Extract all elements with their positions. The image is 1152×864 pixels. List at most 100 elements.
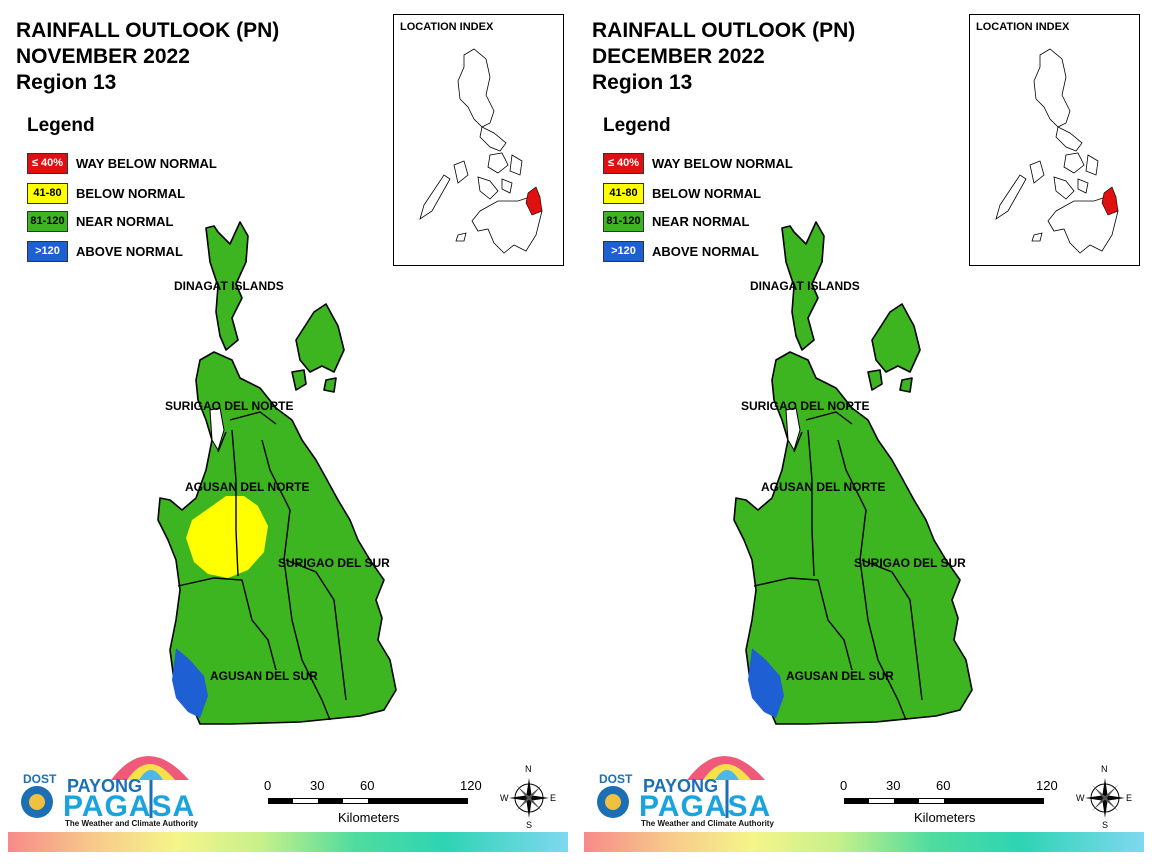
legend-item-near: 81-120 NEAR NORMAL bbox=[603, 210, 750, 232]
logo-payong: PAYONG bbox=[67, 776, 143, 796]
location-index-title: LOCATION INDEX bbox=[400, 21, 494, 33]
outlook-panel-november: RAINFALL OUTLOOK (PN) NOVEMBER 2022 Regi… bbox=[8, 14, 568, 852]
siargao-shape bbox=[871, 303, 921, 373]
compass-s: S bbox=[526, 820, 533, 830]
logo-dost: DOST bbox=[23, 772, 57, 786]
umbrella-icon bbox=[597, 756, 765, 818]
compass-rose: N S E W bbox=[500, 764, 558, 830]
logo-dost: DOST bbox=[599, 772, 633, 786]
legend-item-above: >120 ABOVE NORMAL bbox=[603, 240, 759, 262]
scale-tick: 0 bbox=[264, 778, 272, 793]
compass-icon bbox=[1085, 778, 1125, 818]
logo-pagasa: PAGASA bbox=[639, 790, 772, 823]
color-strip bbox=[8, 832, 568, 852]
scale-bar-graphic bbox=[844, 798, 1044, 804]
scale-tick: 120 bbox=[460, 778, 482, 793]
philippines-outline-map bbox=[419, 48, 543, 254]
legend-swatch: 81-120 bbox=[603, 210, 644, 232]
legend-title: Legend bbox=[603, 115, 671, 136]
compass-s: S bbox=[1102, 820, 1109, 830]
label-agusan-del-sur: AGUSAN DEL SUR bbox=[210, 669, 318, 683]
legend-swatch: >120 bbox=[27, 240, 68, 262]
title-line-2: DECEMBER 2022 bbox=[592, 45, 765, 68]
legend-item-way-below: ≤ 40% WAY BELOW NORMAL bbox=[27, 152, 217, 174]
compass-w: W bbox=[1076, 793, 1085, 803]
location-index-inset: LOCATION INDEX bbox=[969, 14, 1140, 266]
dinagat-islands-shape bbox=[205, 221, 249, 351]
legend-label: ABOVE NORMAL bbox=[76, 243, 183, 259]
scale-bar-graphic bbox=[268, 798, 468, 804]
legend-label: BELOW NORMAL bbox=[652, 185, 762, 201]
legend-item-near: 81-120 NEAR NORMAL bbox=[27, 210, 174, 232]
scale-tick: 30 bbox=[886, 778, 901, 793]
color-strip bbox=[584, 832, 1144, 852]
label-agusan-del-norte: AGUSAN DEL NORTE bbox=[185, 480, 309, 494]
map-title: RAINFALL OUTLOOK (PN) NOVEMBER 2022 Regi… bbox=[16, 18, 279, 96]
legend-swatch: ≤ 40% bbox=[603, 152, 644, 174]
location-index-inset: LOCATION INDEX bbox=[393, 14, 564, 266]
map-title: RAINFALL OUTLOOK (PN) DECEMBER 2022 Regi… bbox=[592, 18, 855, 96]
siargao-shape bbox=[295, 303, 345, 373]
title-line-1: RAINFALL OUTLOOK (PN) bbox=[592, 19, 856, 42]
title-line-1: RAINFALL OUTLOOK (PN) bbox=[16, 19, 280, 42]
above-normal-zone bbox=[748, 648, 784, 718]
logo-pagasa: PAGASA bbox=[63, 790, 196, 823]
legend-label: ABOVE NORMAL bbox=[652, 243, 759, 259]
compass-e: E bbox=[1126, 793, 1133, 803]
label-surigao-del-sur: SURIGAO DEL SUR bbox=[854, 556, 966, 570]
legend-label: WAY BELOW NORMAL bbox=[76, 155, 217, 171]
compass-icon bbox=[509, 778, 549, 818]
scale-bar: 0 30 60 120 Kilometers bbox=[258, 778, 498, 828]
legend-swatch: 41-80 bbox=[27, 182, 68, 204]
label-dinagat-islands: DINAGAT ISLANDS bbox=[174, 279, 284, 293]
title-line-2: NOVEMBER 2022 bbox=[16, 45, 190, 68]
compass-w: W bbox=[500, 793, 509, 803]
region-13-map: DINAGAT ISLANDS SURIGAO DEL NORTE AGUSAN… bbox=[157, 221, 397, 725]
label-agusan-del-sur: AGUSAN DEL SUR bbox=[786, 669, 894, 683]
legend-item-way-below: ≤ 40% WAY BELOW NORMAL bbox=[603, 152, 793, 174]
title-line-3: Region 13 bbox=[16, 71, 117, 94]
philippines-outline-map bbox=[995, 48, 1119, 254]
scale-bar: 0 30 60 120 Kilometers bbox=[834, 778, 1074, 828]
below-normal-zone bbox=[186, 496, 268, 578]
legend-label: BELOW NORMAL bbox=[76, 185, 186, 201]
compass-n: N bbox=[1101, 764, 1108, 774]
legend-item-below: 41-80 BELOW NORMAL bbox=[603, 182, 761, 204]
label-surigao-del-norte: SURIGAO DEL NORTE bbox=[741, 399, 869, 413]
legend-label: WAY BELOW NORMAL bbox=[652, 155, 793, 171]
scale-tick: 60 bbox=[360, 778, 375, 793]
scale-unit: Kilometers bbox=[914, 810, 976, 825]
logo-payong: PAYONG bbox=[643, 776, 719, 796]
scale-tick: 0 bbox=[840, 778, 848, 793]
location-index-title: LOCATION INDEX bbox=[976, 21, 1070, 33]
compass-n: N bbox=[525, 764, 532, 774]
legend-label: NEAR NORMAL bbox=[76, 213, 174, 229]
scale-tick: 120 bbox=[1036, 778, 1058, 793]
scale-tick: 30 bbox=[310, 778, 325, 793]
payong-pagasa-logo: DOST PAYONG PAGASA The Weather and Clima… bbox=[15, 740, 198, 832]
label-agusan-del-norte: AGUSAN DEL NORTE bbox=[761, 480, 885, 494]
label-dinagat-islands: DINAGAT ISLANDS bbox=[750, 279, 860, 293]
logo-tagline: The Weather and Climate Authority bbox=[65, 819, 198, 828]
legend-swatch: >120 bbox=[603, 240, 644, 262]
dinagat-islands-shape bbox=[781, 221, 825, 351]
region-13-map: DINAGAT ISLANDS SURIGAO DEL NORTE AGUSAN… bbox=[733, 221, 973, 725]
umbrella-icon bbox=[21, 756, 189, 818]
scale-unit: Kilometers bbox=[338, 810, 400, 825]
compass-rose: N S E W bbox=[1076, 764, 1134, 830]
outlook-panel-december: RAINFALL OUTLOOK (PN) DECEMBER 2022 Regi… bbox=[576, 0, 1152, 864]
legend-swatch: 41-80 bbox=[603, 182, 644, 204]
legend-swatch: 81-120 bbox=[27, 210, 68, 232]
legend-title: Legend bbox=[27, 115, 95, 136]
title-line-3: Region 13 bbox=[592, 71, 693, 94]
legend-swatch: ≤ 40% bbox=[27, 152, 68, 174]
scale-tick: 60 bbox=[936, 778, 951, 793]
legend-label: NEAR NORMAL bbox=[652, 213, 750, 229]
compass-e: E bbox=[550, 793, 557, 803]
legend-item-above: >120 ABOVE NORMAL bbox=[27, 240, 183, 262]
label-surigao-del-norte: SURIGAO DEL NORTE bbox=[165, 399, 293, 413]
payong-pagasa-logo: DOST PAYONG PAGASA The Weather and Clima… bbox=[591, 740, 774, 832]
above-normal-zone bbox=[172, 648, 208, 718]
legend-item-below: 41-80 BELOW NORMAL bbox=[27, 182, 185, 204]
label-surigao-del-sur: SURIGAO DEL SUR bbox=[278, 556, 390, 570]
